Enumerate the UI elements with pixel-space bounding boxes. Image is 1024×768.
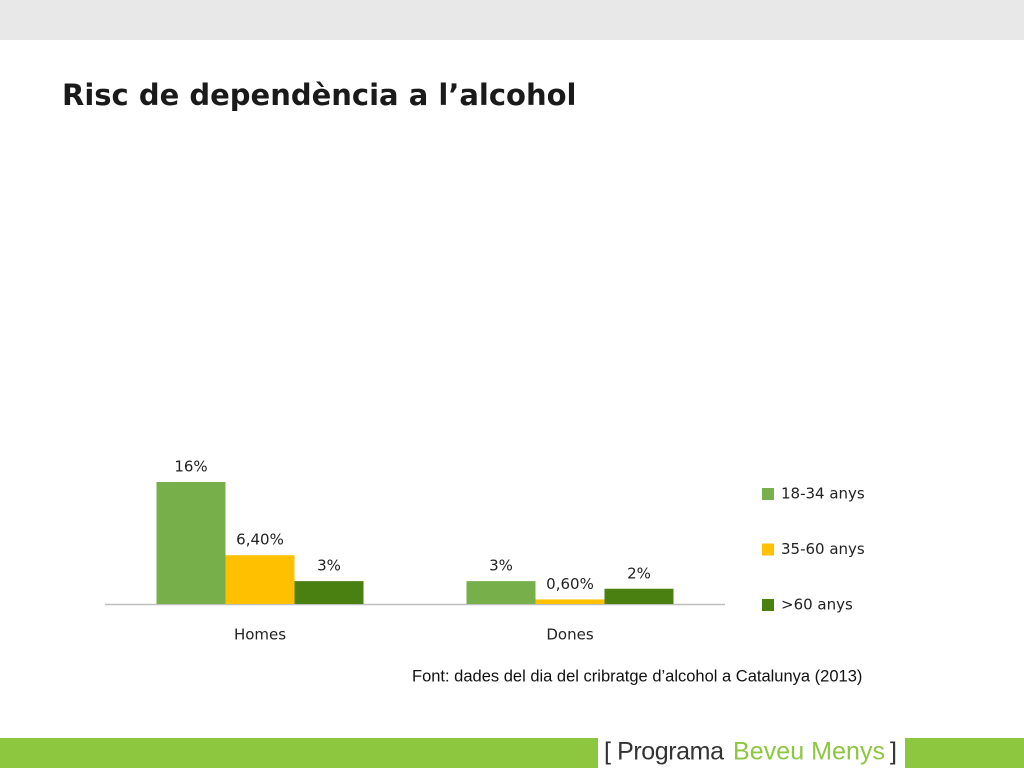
slide-title: Risc de dependència a l’alcohol: [62, 78, 576, 112]
footer-text: [ Programa: [604, 738, 724, 766]
legend-swatch: [762, 543, 774, 556]
legend-swatch: [762, 488, 774, 500]
footer-text: ]: [890, 738, 897, 766]
data-label: 3%: [317, 557, 341, 575]
bar: [156, 482, 226, 604]
legend-label: >60 anys: [781, 596, 853, 614]
legend-label: 18-34 anys: [781, 485, 865, 503]
data-label: 16%: [174, 458, 207, 476]
footer-text: Beveu Menys: [733, 738, 885, 766]
data-label: 2%: [627, 564, 651, 582]
source-note: Font: dades del dia del cribratge d’alco…: [412, 667, 862, 685]
bar: [604, 588, 674, 604]
x-tick-label: Dones: [546, 626, 593, 644]
legend-label: 35-60 anys: [781, 540, 865, 558]
data-label: 6,40%: [236, 531, 284, 549]
bar: [466, 581, 536, 604]
bar: [535, 599, 605, 604]
legend-swatch: [762, 599, 774, 611]
bar: [294, 581, 364, 604]
bar: [225, 555, 295, 604]
top-band: [0, 0, 1024, 40]
data-label: 3%: [489, 557, 513, 575]
footer-box: [598, 738, 905, 768]
x-tick-label: Homes: [234, 626, 286, 644]
data-label: 0,60%: [546, 575, 594, 593]
